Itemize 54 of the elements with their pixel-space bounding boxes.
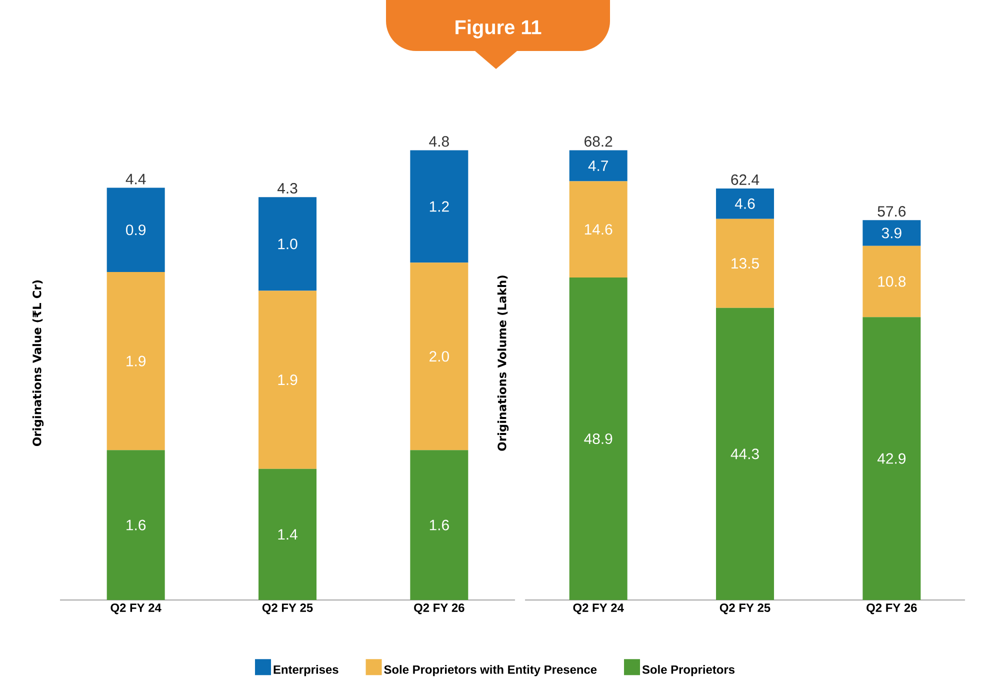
bar — [716, 218, 774, 308]
x-tick-label: Q2 FY 24 — [110, 604, 162, 614]
data-label: 44.3 — [730, 448, 759, 460]
total-label: 4.8 — [429, 136, 449, 147]
bar — [410, 150, 468, 263]
legend-label: Sole Proprietors with Entity Presence — [384, 665, 597, 676]
chart-title: Figure 11 — [456, 20, 542, 38]
y-axis-title: Originations Volume (Lakh) — [497, 276, 509, 451]
x-tick-label: Q2 FY 25 — [262, 604, 313, 614]
total-label: 4.3 — [277, 182, 298, 194]
bar — [410, 450, 468, 600]
y-axis-title: Originations Value (₹L Cr) — [32, 280, 44, 446]
data-label: 1.9 — [126, 356, 146, 366]
data-label: 2.0 — [430, 351, 449, 362]
total-label: 57.6 — [878, 206, 906, 217]
data-label: 1.2 — [430, 201, 449, 212]
legend-label: Enterprises — [274, 665, 338, 676]
bar — [862, 220, 921, 246]
data-label: 4.7 — [588, 160, 608, 171]
data-label: 1.6 — [430, 520, 449, 530]
data-label: 0.9 — [126, 224, 146, 236]
total-label: 62.4 — [731, 174, 760, 185]
bar — [258, 290, 317, 469]
bar — [106, 188, 165, 272]
data-label: 3.9 — [882, 228, 902, 238]
bar — [569, 150, 628, 182]
total-label: 4.4 — [126, 174, 146, 184]
x-tick-label: Q2 FY 26 — [866, 604, 917, 614]
x-tick-label: Q2 FY 24 — [573, 604, 624, 614]
bar — [569, 181, 628, 278]
bar — [569, 278, 628, 600]
data-label: 42.9 — [877, 453, 906, 464]
bar — [862, 317, 921, 600]
bar — [258, 197, 317, 291]
bar — [716, 308, 774, 600]
legend-label: Sole Proprietors — [642, 665, 735, 676]
data-label: 1.6 — [126, 520, 146, 530]
total-label: 68.2 — [584, 136, 612, 147]
data-label: 14.6 — [584, 224, 612, 235]
data-label: 48.9 — [584, 433, 612, 444]
bar — [716, 188, 774, 219]
x-tick-label: Q2 FY 26 — [414, 604, 464, 614]
data-label: 4.6 — [734, 198, 755, 209]
data-label: 13.5 — [732, 258, 759, 269]
data-label: 10.8 — [878, 276, 906, 287]
bar — [106, 272, 165, 450]
bar — [106, 450, 165, 600]
bar — [862, 246, 921, 318]
data-label: 1.9 — [278, 374, 298, 386]
x-tick-label: Q2 FY 25 — [720, 604, 770, 614]
data-label: 1.0 — [278, 238, 298, 250]
bar — [410, 262, 468, 450]
data-label: 1.4 — [278, 529, 298, 540]
bar — [258, 468, 317, 600]
